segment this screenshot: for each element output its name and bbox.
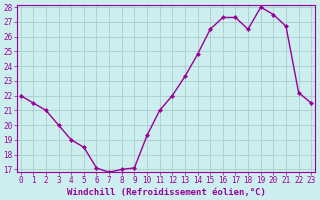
X-axis label: Windchill (Refroidissement éolien,°C): Windchill (Refroidissement éolien,°C) <box>67 188 265 197</box>
